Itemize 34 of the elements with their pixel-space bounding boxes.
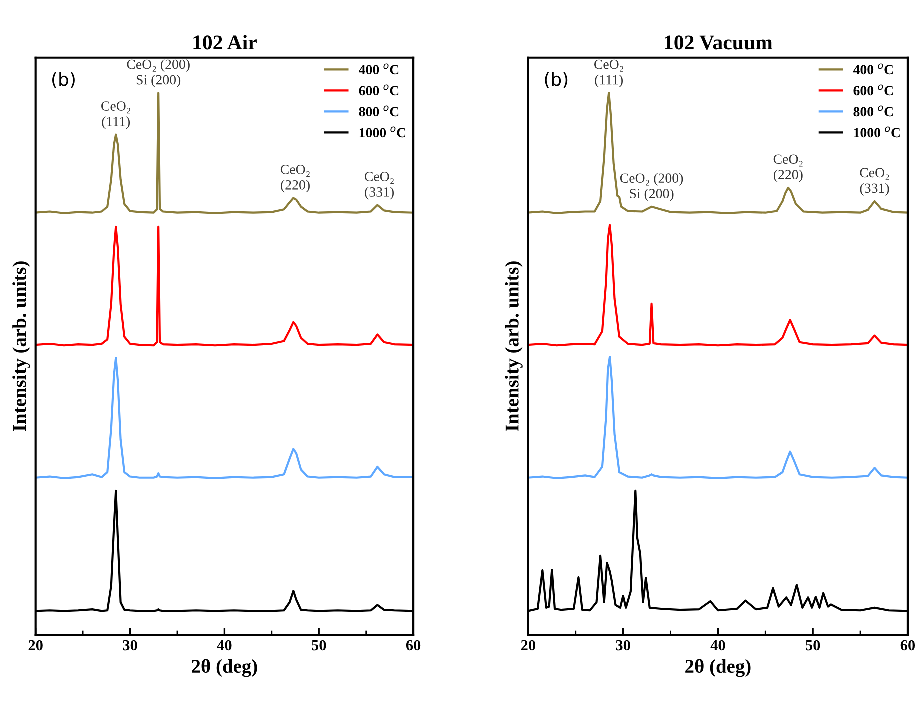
legend-label: 800 $^{o}$C (359, 106, 399, 117)
text: (b) (52, 72, 75, 88)
x-tick-label: 40 (217, 640, 232, 651)
x-axis-title: 2θ (deg) (686, 659, 751, 678)
x-tick-label: 60 (406, 640, 421, 651)
legend-label: 600 $^{o}$C (854, 84, 893, 96)
annotation: CeO₂ (331) (364, 172, 394, 200)
x-tick-label: 30 (616, 640, 630, 651)
x-tick-label: 30 (123, 640, 138, 651)
x-tick-label: 60 (900, 640, 916, 651)
annotation: CeO₂ (200) Si (200) (620, 173, 684, 202)
legend-label: 1000 $^{o}$C (360, 126, 406, 138)
chart-title: 102 Vacuum (665, 36, 773, 50)
x-tick-label: 50 (806, 640, 820, 651)
legend-label: 800 $^{o}$C (854, 106, 893, 117)
text: (b) (545, 72, 568, 88)
x-tick-label: 20 (28, 640, 43, 651)
annotation: CeO₂ (331) (860, 168, 890, 196)
legend-label: 400 $^{o}$C (853, 64, 893, 75)
x-tick-label: 20 (521, 640, 536, 651)
y-axis-title: Intensity (arb. units) (12, 262, 30, 432)
x-tick-label: 40 (710, 640, 726, 651)
legend-label: 600 $^{o}$C (359, 84, 399, 96)
legend-label: 400 $^{o}$C (359, 64, 399, 75)
x-tick-label: 50 (312, 640, 326, 651)
annotation: CeO₂ (111) (102, 102, 130, 130)
annotation: CeO₂ (220) (774, 154, 803, 182)
annotation: CeO₂ (220) (280, 165, 310, 193)
legend-label: 1000 $^{o}$C (854, 126, 900, 138)
annotation: CeO₂ (200) Si (200) (127, 59, 190, 88)
annotation: CeO₂ (111) (594, 60, 624, 88)
chart-title: 102 Air (194, 35, 257, 50)
x-axis-title: 2θ (deg) (192, 659, 258, 678)
y-axis-title: Intensity (arb. units) (505, 262, 523, 432)
